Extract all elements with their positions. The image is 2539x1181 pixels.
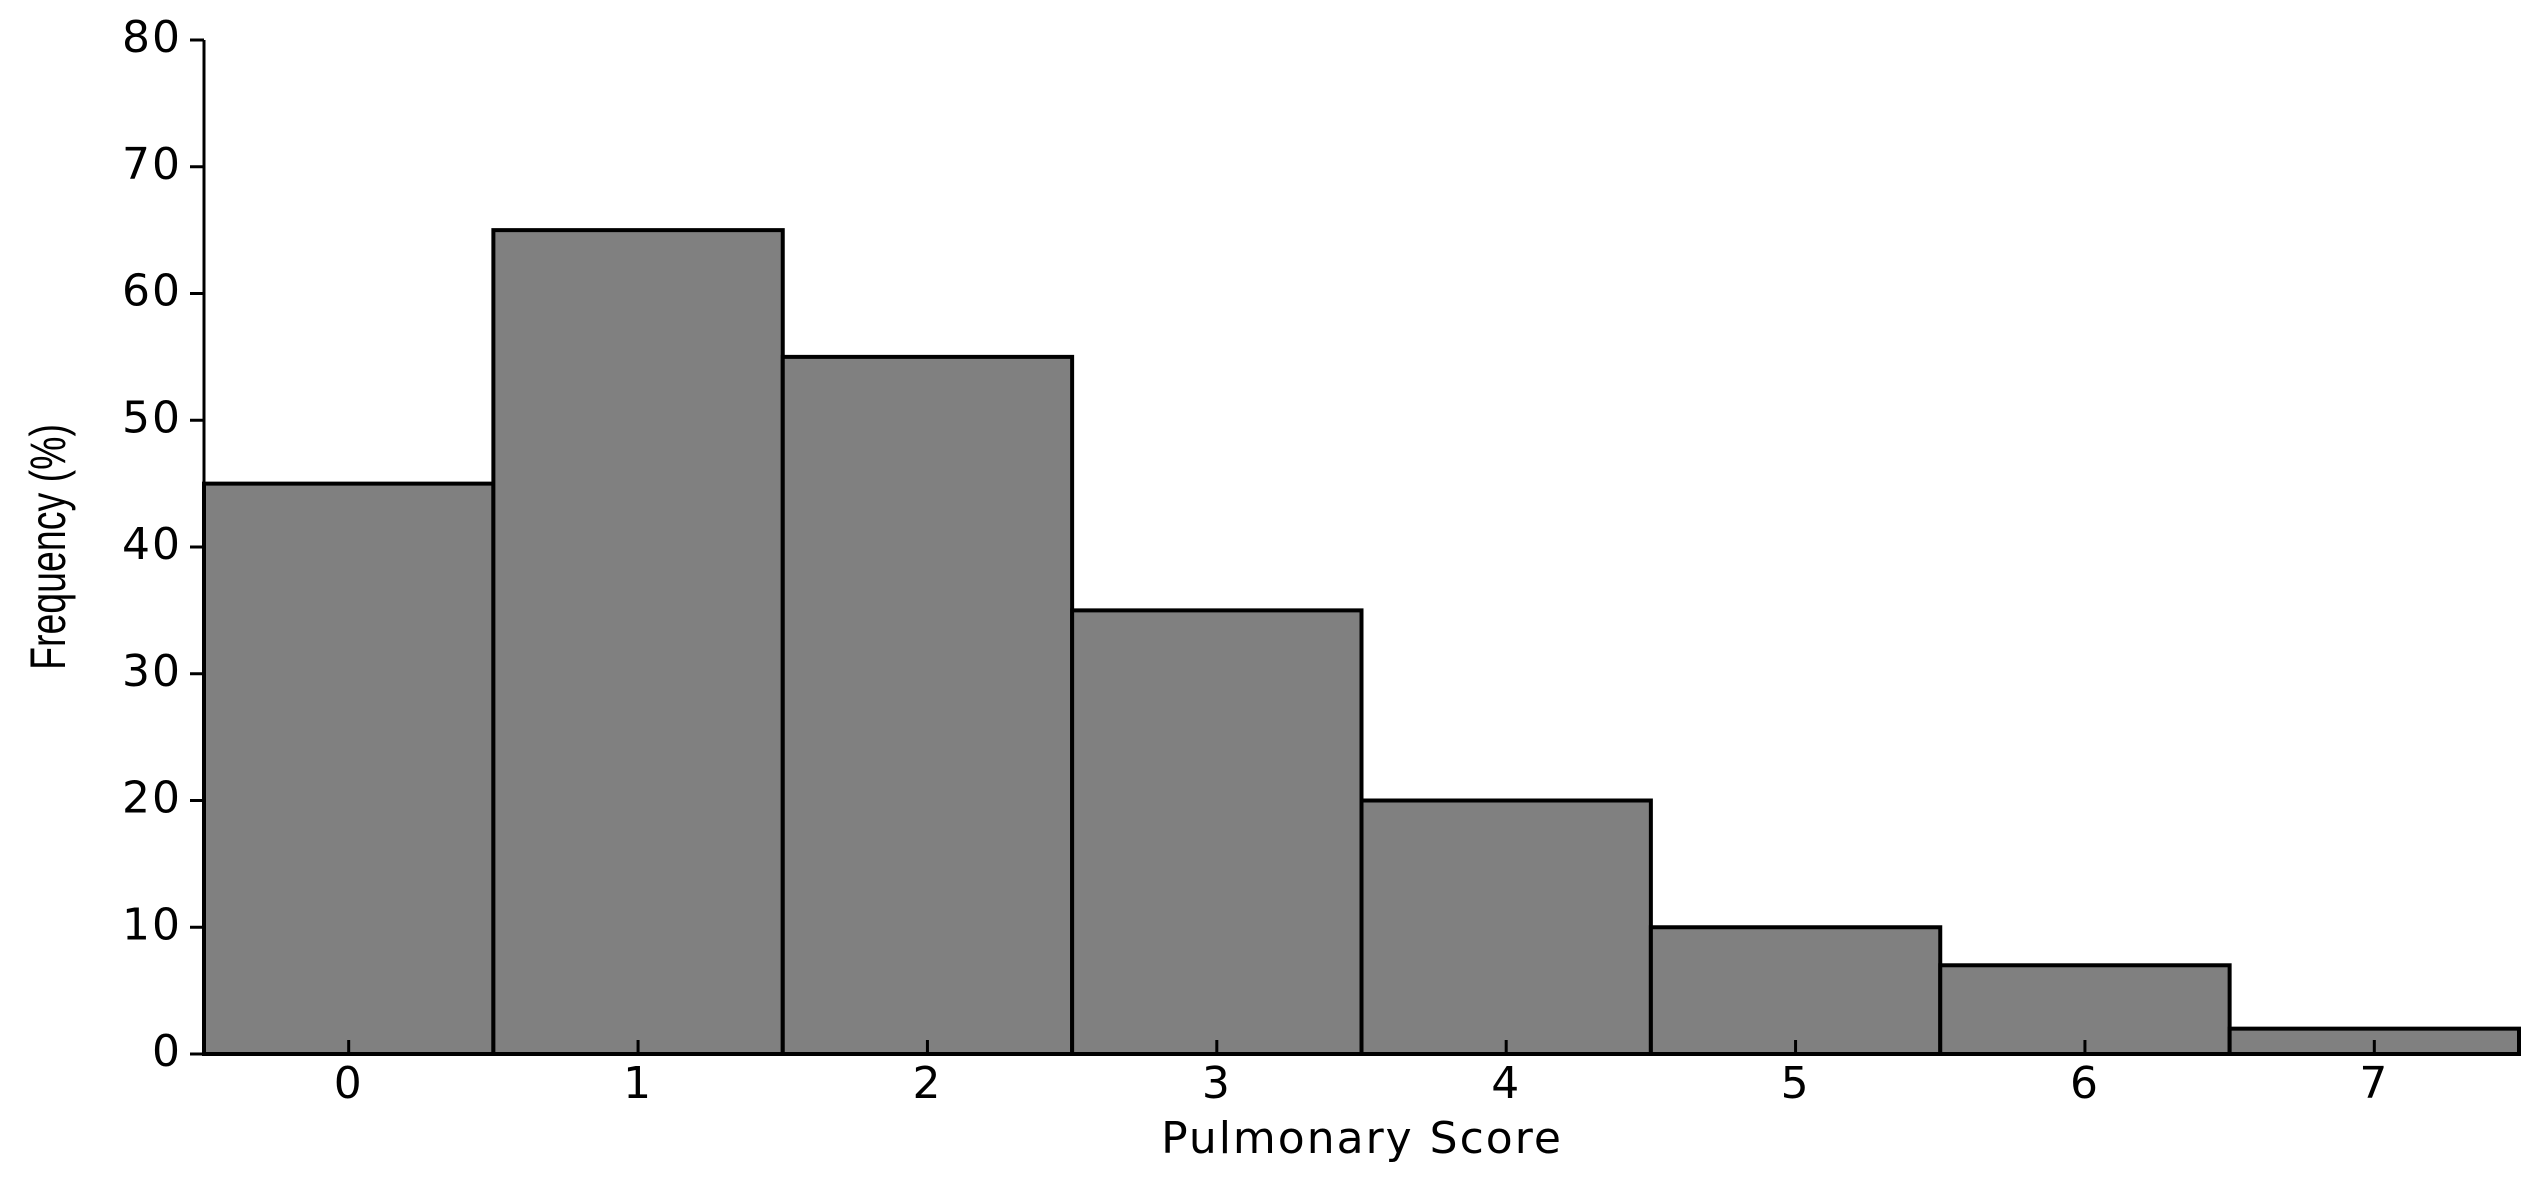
x-tick-label: 5 <box>1781 1058 1811 1109</box>
x-tick-label: 4 <box>1491 1058 1521 1109</box>
x-tick-label: 6 <box>2070 1058 2100 1109</box>
x-tick-label: 0 <box>334 1058 364 1109</box>
bar <box>202 481 496 1056</box>
y-tick-label: 20 <box>122 773 182 824</box>
bar <box>1070 608 1364 1056</box>
y-tick-label: 70 <box>122 139 182 190</box>
bar <box>1938 963 2232 1057</box>
bar <box>491 228 785 1056</box>
x-tick-label: 1 <box>623 1058 653 1109</box>
x-tick-label: 7 <box>2359 1058 2389 1109</box>
bar <box>1648 925 1943 1056</box>
y-tick-label: 30 <box>122 646 182 697</box>
y-tick-label: 80 <box>122 12 182 63</box>
x-tick-label: 3 <box>1202 1058 1232 1109</box>
x-axis-label: Pulmonary Score <box>1161 1113 1563 1164</box>
y-tick-label: 50 <box>122 392 182 443</box>
y-tick-label: 10 <box>122 899 182 950</box>
x-tick-label: 2 <box>912 1058 942 1109</box>
y-tick-label: 0 <box>152 1026 182 1077</box>
y-tick-label: 60 <box>122 266 182 317</box>
bar <box>780 354 1075 1056</box>
bar <box>1359 798 1653 1056</box>
y-axis-label: Frequency (%) <box>21 424 76 670</box>
y-tick-label: 40 <box>122 519 182 570</box>
